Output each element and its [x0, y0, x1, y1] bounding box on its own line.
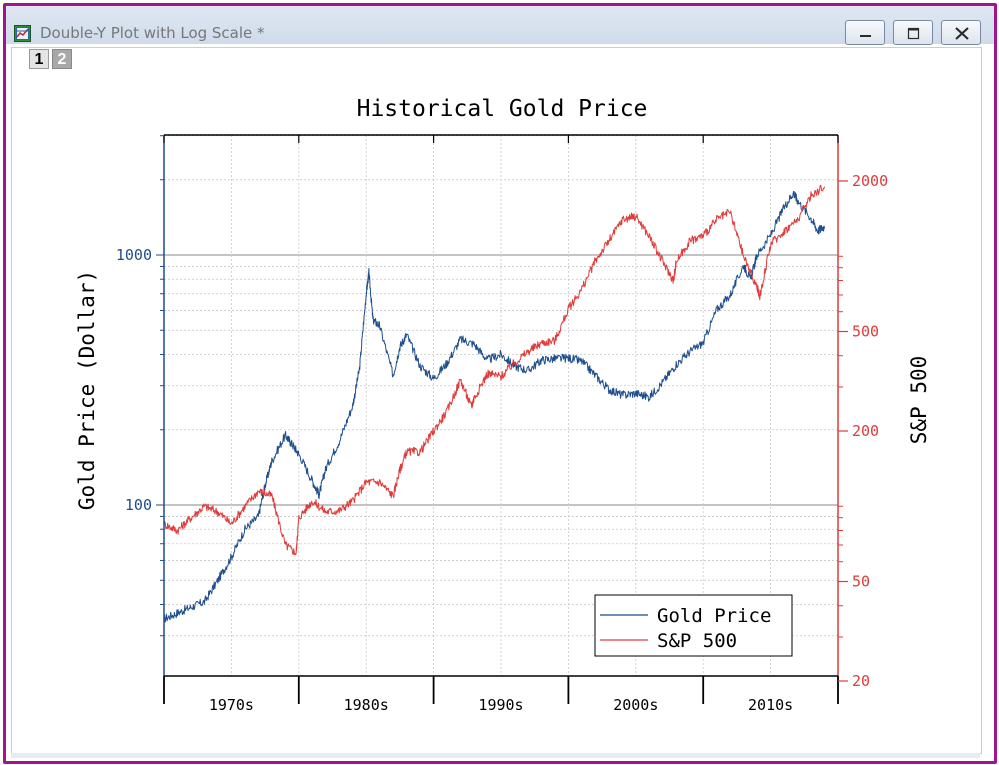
- chart-title: Historical Gold Price: [357, 96, 648, 122]
- maximize-icon: [907, 27, 920, 40]
- legend: Gold Price S&P 500: [594, 594, 793, 657]
- y-right-tick-label: 500: [852, 323, 879, 341]
- legend-label-sp500: S&P 500: [657, 630, 737, 652]
- close-icon: [955, 27, 969, 40]
- y-right-tick-label: 2000: [852, 172, 888, 190]
- x-tick-label: 1980s: [344, 696, 389, 714]
- window-bottom-strip: [11, 753, 980, 758]
- graph-workspace[interactable]: 1 2 1970s 1980s 1990s 2000s 2010s 100 1000 20 50…: [11, 47, 982, 754]
- maximize-button[interactable]: [893, 20, 933, 45]
- x-tick-label: 1970s: [209, 696, 254, 714]
- y-left-tick-label: 1000: [116, 246, 152, 264]
- window-frame: Double-Y Plot with Log Scale * 1 2 1970s…: [3, 3, 997, 764]
- x-tick-label: 2000s: [613, 696, 658, 714]
- axis-ticks: 1970s 1980s 1990s 2000s 2010s 100 1000 20 50 200 5…: [116, 135, 888, 714]
- page-tab-1[interactable]: 1: [29, 49, 49, 69]
- series-line-sp500: [163, 184, 825, 556]
- x-tick-label: 2010s: [748, 696, 793, 714]
- series-layer: [163, 184, 825, 623]
- y-right-tick-label: 200: [852, 422, 879, 440]
- page-tab-2[interactable]: 2: [52, 49, 72, 69]
- minimize-button[interactable]: [845, 20, 885, 45]
- app-graph-icon: [14, 25, 31, 42]
- minimize-icon: [860, 35, 871, 37]
- y-left-tick-label: 100: [125, 496, 152, 514]
- y-right-tick-label: 20: [852, 672, 870, 690]
- left-y-axis-label: Gold Price (Dollar): [75, 270, 99, 510]
- title-bar[interactable]: Double-Y Plot with Log Scale *: [6, 6, 994, 45]
- close-button[interactable]: [941, 20, 981, 45]
- legend-label-gold: Gold Price: [657, 605, 771, 627]
- series-line-gold-price: [163, 190, 825, 623]
- right-y-axis-label: S&P 500: [907, 356, 931, 445]
- double-y-chart[interactable]: 1970s 1980s 1990s 2000s 2010s 100 1000 20 50 200 5…: [12, 48, 981, 753]
- x-tick-label: 1990s: [478, 696, 523, 714]
- y-right-tick-label: 50: [852, 573, 870, 591]
- window-title: Double-Y Plot with Log Scale *: [40, 24, 265, 42]
